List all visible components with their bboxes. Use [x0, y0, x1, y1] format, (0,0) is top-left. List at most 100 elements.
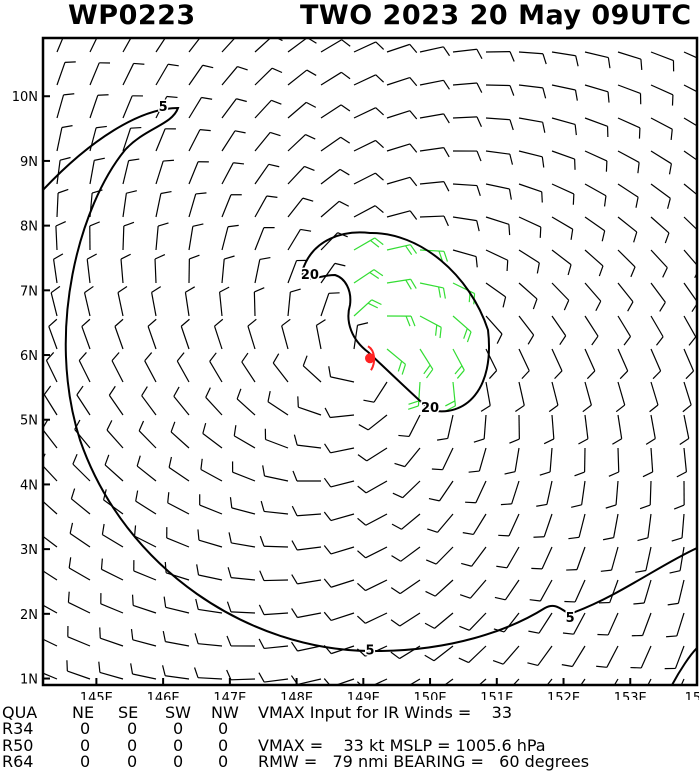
wind-barb — [613, 678, 619, 685]
wind-barb-feather — [410, 278, 417, 289]
wind-barb-feather — [521, 370, 530, 380]
wind-barb — [320, 293, 330, 317]
wind-barb — [419, 181, 444, 185]
wind-barb — [452, 348, 465, 371]
wind-barb — [330, 546, 355, 555]
wind-barb — [447, 414, 454, 439]
wind-barb — [111, 360, 124, 383]
wind-barb — [68, 601, 91, 614]
wind-barb-feather — [154, 254, 166, 260]
wind-barb-feather — [394, 462, 406, 468]
wind-barb-feather — [443, 147, 450, 158]
wind-barb — [202, 433, 223, 449]
wind-barb — [576, 546, 586, 570]
wind-barb — [89, 160, 95, 185]
wind-barb — [287, 260, 298, 284]
wind-barb-feather — [456, 369, 465, 379]
wind-barb — [485, 249, 508, 261]
wind-barb — [683, 282, 697, 303]
info-line-rmw-bearing: RMW = 79 nmi BEARING = 60 degrees — [258, 752, 590, 771]
wind-barb — [209, 361, 223, 383]
contour-labels: 5 5 5 20 20 — [157, 98, 576, 659]
wind-barb-feather — [356, 615, 366, 624]
wind-barb — [122, 193, 127, 218]
wind-barb-feather — [397, 360, 403, 372]
lat-tick-label: 7N — [20, 284, 38, 299]
wind-barb-feather — [59, 156, 71, 161]
wind-barb-feather — [574, 89, 578, 101]
wind-barb — [399, 612, 421, 627]
wind-barb-feather — [123, 221, 135, 227]
wind-barb — [155, 128, 166, 152]
wind-barb-feather — [391, 555, 402, 562]
wind-barb — [43, 394, 58, 416]
wind-barb — [320, 71, 342, 86]
wind-barb — [353, 205, 376, 218]
wind-barb-feather — [434, 324, 438, 336]
wind-barb — [683, 447, 688, 472]
wind-barb-feather — [509, 51, 515, 62]
wind-barb — [296, 513, 322, 517]
wind-barb — [485, 84, 511, 87]
wind-barb — [452, 116, 478, 119]
wind-barb — [683, 381, 692, 406]
wind-barb-feather — [323, 477, 332, 488]
wind-barb — [135, 500, 157, 515]
table-header-sw: SW — [165, 703, 191, 722]
wind-barb-feather — [176, 352, 185, 362]
wind-barb — [518, 117, 543, 123]
wind-barb — [386, 278, 411, 284]
wind-barb — [330, 376, 355, 383]
wind-barb-feather — [374, 205, 384, 214]
wind-barb-feather — [409, 43, 418, 53]
wind-barb-feather — [390, 651, 400, 660]
wind-barb — [353, 41, 377, 53]
wind-barb-feather — [504, 471, 516, 475]
wind-barb-feather — [562, 632, 574, 635]
wind-barb-feather — [424, 622, 435, 629]
wind-barb — [213, 325, 223, 350]
wind-barb — [106, 429, 124, 449]
table-header-qua: QUA — [2, 703, 38, 722]
wind-barb — [437, 513, 454, 533]
wind-barb-feather — [290, 288, 301, 293]
wind-barb — [366, 447, 388, 462]
wind-barb-feather — [339, 168, 350, 176]
wind-barb — [485, 348, 498, 371]
wind-barb-feather — [61, 125, 73, 129]
wind-barb-feather — [323, 611, 332, 621]
wind-barb-feather — [682, 404, 692, 413]
plot-title: TWO 2023 20 May 09UTC — [300, 0, 692, 31]
wind-barb — [617, 414, 623, 439]
wind-barb-feather — [462, 532, 474, 536]
wind-barb-feather — [410, 315, 416, 327]
wind-barb — [475, 480, 487, 504]
wind-barb-feather — [136, 455, 141, 467]
wind-barb — [320, 200, 340, 218]
wind-barb — [541, 546, 553, 570]
wind-barb — [71, 498, 91, 515]
wind-barb-feather — [236, 98, 247, 103]
wind-barb-feather — [324, 407, 331, 418]
wind-barb-feather — [272, 353, 280, 364]
wind-barb-feather — [180, 318, 190, 327]
wind-barb-feather — [527, 662, 539, 667]
contour-5-outer — [43, 106, 697, 653]
wind-barb — [504, 579, 520, 601]
wind-barb — [438, 480, 454, 502]
wind-barb-feather — [635, 569, 647, 573]
wind-barb-feather — [543, 438, 555, 445]
wind-barb — [132, 639, 157, 647]
wind-barb-feather — [601, 230, 606, 242]
wind-barb — [485, 150, 510, 155]
wind-barb — [443, 678, 454, 685]
wind-barb — [584, 51, 609, 59]
wind-barb-feather — [199, 129, 211, 132]
wind-barb-feather — [509, 154, 514, 165]
wind-barb — [617, 150, 640, 163]
wind-barb — [452, 315, 472, 333]
wind-barb-feather — [666, 198, 671, 209]
wind-barb — [43, 604, 58, 614]
wind-barb — [247, 325, 256, 350]
